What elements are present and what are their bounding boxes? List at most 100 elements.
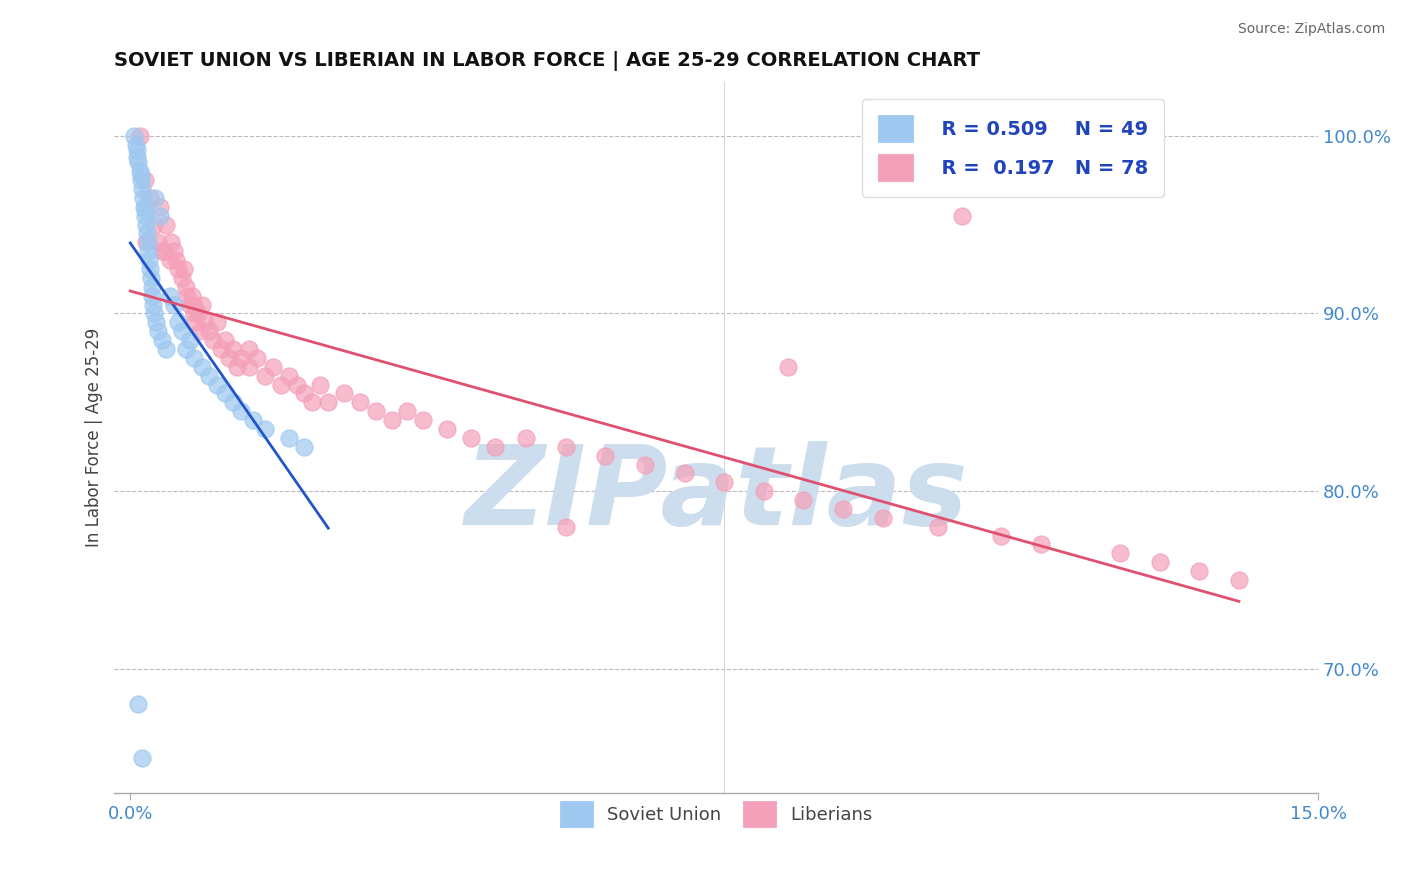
Point — [128, 128, 150, 143]
Point — [183, 351, 205, 365]
Point — [207, 315, 229, 329]
Point — [484, 440, 506, 454]
Point — [238, 359, 260, 374]
Point — [166, 315, 188, 329]
Point — [202, 333, 225, 347]
Point — [184, 315, 207, 329]
Point — [238, 342, 260, 356]
Point — [214, 386, 236, 401]
Point — [132, 191, 155, 205]
Text: SOVIET UNION VS LIBERIAN IN LABOR FORCE | AGE 25-29 CORRELATION CHART: SOVIET UNION VS LIBERIAN IN LABOR FORCE … — [114, 51, 980, 70]
Y-axis label: In Labor Force | Age 25-29: In Labor Force | Age 25-29 — [86, 328, 103, 548]
Point — [127, 698, 149, 712]
Point — [139, 191, 162, 205]
Point — [131, 182, 153, 196]
Point — [595, 449, 617, 463]
Point — [412, 413, 434, 427]
Point — [198, 368, 221, 383]
Point — [872, 511, 894, 525]
Point — [990, 528, 1012, 542]
Point — [194, 315, 217, 329]
Point — [143, 306, 166, 320]
Point — [127, 150, 149, 164]
Point — [138, 244, 160, 259]
Point — [309, 377, 332, 392]
Point — [218, 351, 240, 365]
Point — [183, 297, 205, 311]
Point — [174, 342, 197, 356]
Point — [170, 271, 193, 285]
Point — [125, 143, 148, 157]
Point — [149, 200, 172, 214]
Point — [792, 493, 814, 508]
Point — [262, 359, 284, 374]
Point — [160, 235, 183, 250]
Point — [179, 297, 201, 311]
Point — [163, 297, 186, 311]
Point — [141, 279, 163, 293]
Point — [1109, 546, 1132, 560]
Point — [950, 209, 973, 223]
Point — [396, 404, 419, 418]
Point — [209, 342, 232, 356]
Point — [190, 359, 212, 374]
Point — [163, 244, 186, 259]
Point — [515, 431, 537, 445]
Point — [155, 342, 177, 356]
Point — [253, 422, 276, 436]
Point — [174, 279, 197, 293]
Point — [135, 227, 157, 241]
Point — [135, 235, 157, 250]
Point — [634, 458, 657, 472]
Point — [134, 173, 156, 187]
Point — [183, 306, 205, 320]
Point — [294, 440, 316, 454]
Point — [142, 297, 165, 311]
Point — [776, 359, 799, 374]
Point — [150, 244, 173, 259]
Point — [148, 209, 170, 223]
Point — [285, 377, 308, 392]
Point — [173, 262, 195, 277]
Point — [222, 342, 245, 356]
Point — [135, 218, 157, 232]
Point — [1149, 555, 1171, 569]
Point — [138, 253, 160, 268]
Point — [214, 333, 236, 347]
Point — [134, 209, 156, 223]
Point — [145, 315, 167, 329]
Point — [179, 333, 201, 347]
Point — [713, 475, 735, 490]
Point — [229, 351, 252, 365]
Point — [222, 395, 245, 409]
Point — [927, 519, 949, 533]
Point — [226, 359, 249, 374]
Point — [129, 173, 152, 187]
Point — [143, 191, 166, 205]
Point — [554, 519, 576, 533]
Point — [170, 324, 193, 338]
Point — [381, 413, 404, 427]
Point — [673, 467, 696, 481]
Point — [181, 288, 204, 302]
Point — [277, 368, 299, 383]
Point — [554, 440, 576, 454]
Point — [187, 306, 209, 320]
Point — [198, 324, 221, 338]
Point — [1029, 537, 1052, 551]
Point — [364, 404, 387, 418]
Point — [128, 164, 150, 178]
Point — [436, 422, 458, 436]
Point — [242, 413, 264, 427]
Point — [752, 484, 775, 499]
Point — [125, 137, 148, 152]
Point — [136, 235, 159, 250]
Point — [159, 288, 181, 302]
Point — [207, 377, 229, 392]
Point — [150, 333, 173, 347]
Point — [253, 368, 276, 383]
Point — [1227, 573, 1250, 587]
Point — [832, 502, 855, 516]
Point — [141, 288, 163, 302]
Point — [349, 395, 371, 409]
